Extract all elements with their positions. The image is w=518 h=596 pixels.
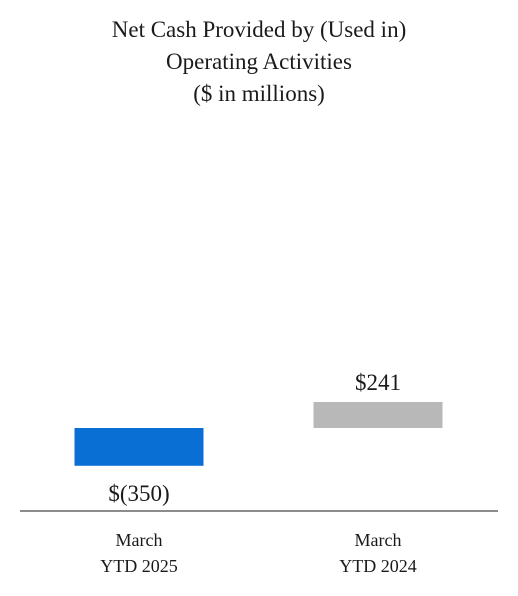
- category-label-2-line-1: March: [355, 530, 402, 550]
- data-label-2: $241: [355, 370, 401, 395]
- chart-title: Net Cash Provided by (Used in) Operating…: [0, 14, 518, 110]
- chart-title-line-3: ($ in millions): [193, 81, 325, 106]
- category-label-1-line-2: YTD 2025: [100, 556, 178, 576]
- bar-2: [313, 401, 443, 428]
- bar-1: [74, 428, 204, 466]
- category-label-2-line-2: YTD 2024: [339, 556, 417, 576]
- category-label-1-line-1: March: [116, 530, 163, 550]
- chart-title-line-1: Net Cash Provided by (Used in): [111, 17, 407, 42]
- data-label-1: $(350): [108, 481, 169, 506]
- chart-title-line-2: Operating Activities: [166, 49, 352, 74]
